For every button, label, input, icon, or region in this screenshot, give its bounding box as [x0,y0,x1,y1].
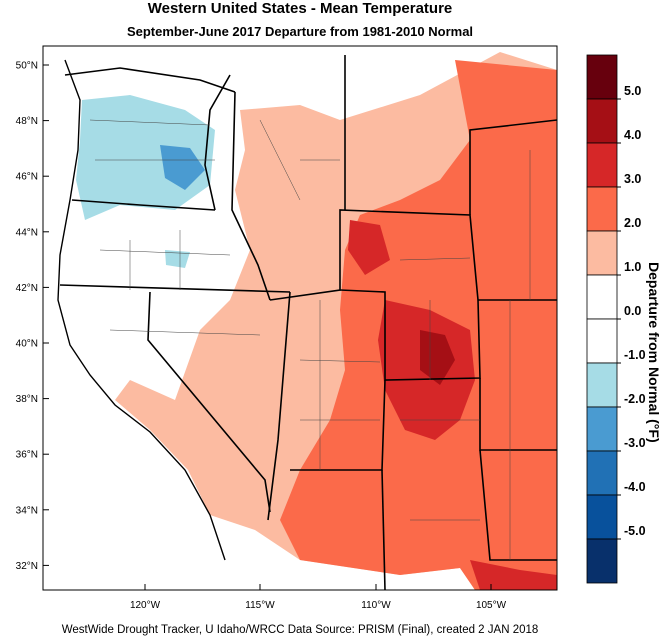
colorbar-title: Departure from Normal (°F) [646,261,662,443]
county-boundaries [89,119,531,560]
cool-anomaly-region [76,95,215,220]
lat-tick-label: 42°N [16,283,38,294]
warm-anomaly-3to4-south [470,560,557,590]
state-boundaries [59,55,557,590]
longitude-axis: 120°W 115°W 110°W 105°W [130,584,507,611]
colorbar-bin [586,450,618,496]
colorbar-tick-label: -1.0 [624,348,646,362]
colorbar-bin [586,186,618,232]
colorbar-tick-label: -4.0 [624,480,646,494]
latitude-axis: 50°N 48°N 46°N 44°N 42°N 40°N 38°N 36°N 34°N 32°N [16,61,49,572]
colorbar-tick-label: 2.0 [624,216,641,230]
colorbar-bin [586,318,618,364]
colorbar-tick-label: 1.0 [624,260,641,274]
credit-line: WestWide Drought Tracker, U Idaho/WRCC D… [61,624,539,636]
coastline [57,59,226,561]
colorbar: 5.0 4.0 3.0 2.0 1.0 0.0 -1.0 -2.0 -3.0 -4.0 -5.0 [586,54,646,584]
colorbar-tick-label: -5.0 [624,524,646,538]
lat-tick-label: 32°N [16,561,38,572]
lat-tick-label: 36°N [16,450,38,461]
lon-tick-label: 115°W [245,600,275,611]
warm-anomaly-4to5 [420,330,455,385]
colorbar-bin [586,54,618,100]
colorbar-tick-label: -3.0 [624,436,646,450]
map-layer [58,46,557,590]
lon-tick-label: 120°W [130,600,161,611]
lat-tick-label: 44°N [16,227,38,238]
lat-tick-label: 46°N [16,172,38,183]
lat-tick-label: 34°N [16,505,38,516]
lat-tick-label: 38°N [16,394,38,405]
lat-tick-label: 48°N [16,116,38,127]
colorbar-bin [586,406,618,452]
map-title: Western United States - Mean Temperature [147,0,453,17]
lat-tick-label: 50°N [16,61,38,72]
map-subtitle: September-June 2017 Departure from 1981-… [126,24,474,39]
colorbar-bin [586,494,618,540]
plot-frame [42,45,558,591]
lon-tick-label: 105°W [476,600,507,611]
colorbar-bin [586,362,618,408]
colorbar-tick-label: 4.0 [624,128,641,142]
cool-anomaly-core [160,145,205,190]
lon-tick-label: 110°W [361,600,391,611]
cool-anomaly-spot [165,250,190,268]
colorbar-bin [586,274,618,320]
colorbar-bin [586,230,618,276]
colorbar-tick-label: 3.0 [624,172,641,186]
lat-tick-label: 40°N [16,339,38,350]
colorbar-tick-label: 0.0 [624,304,641,318]
colorbar-tick-label: 5.0 [624,84,641,98]
colorbar-bin [586,142,618,188]
warm-anomaly-3to4-wyo [348,220,390,275]
colorbar-bin [586,538,618,584]
colorbar-bin [586,98,618,144]
colorbar-tick-label: -2.0 [624,392,646,406]
